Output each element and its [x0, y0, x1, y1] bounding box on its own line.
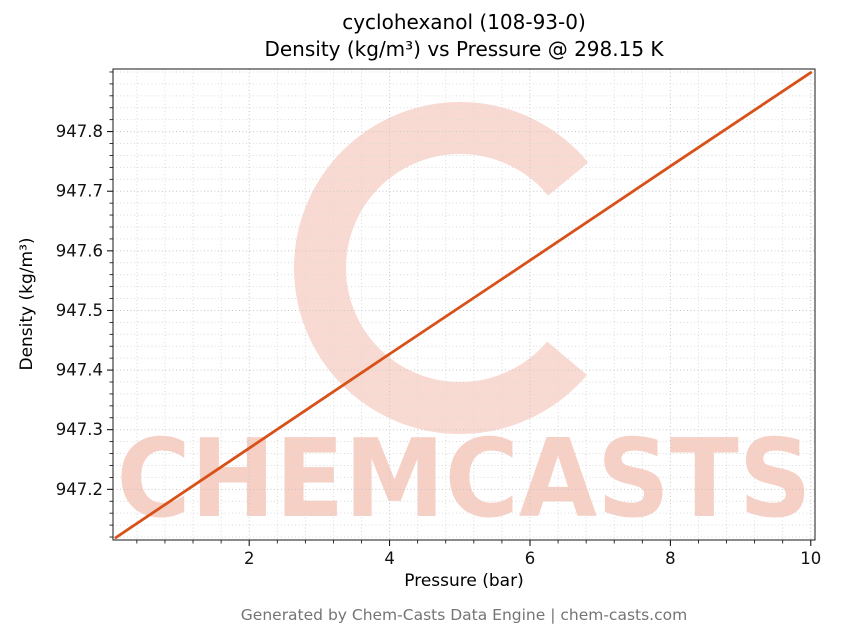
- data-line: [114, 71, 813, 540]
- chart-title-series: Density (kg/m³) vs Pressure @ 298.15 K: [264, 37, 664, 61]
- chart-title-compound: cyclohexanol (108-93-0): [342, 10, 586, 34]
- x-tick-label: 10: [800, 549, 821, 568]
- x-tick-label: 2: [244, 549, 255, 568]
- watermark: CHEMCASTS: [117, 102, 812, 542]
- watermark-logo-icon: [294, 102, 626, 434]
- y-tick-label: 947.5: [56, 301, 103, 320]
- x-axis-label: Pressure (bar): [404, 571, 524, 591]
- y-tick-label: 947.4: [56, 361, 103, 380]
- footer-credit: Generated by Chem-Casts Data Engine | ch…: [240, 606, 688, 624]
- y-tick-label: 947.6: [56, 241, 103, 260]
- y-axis-label: Density (kg/m³): [17, 237, 37, 371]
- watermark-text: CHEMCASTS: [117, 417, 812, 542]
- plot-border: [112, 68, 816, 541]
- y-tick-label: 947.7: [56, 182, 103, 201]
- x-tick-label: 8: [665, 549, 676, 568]
- x-tick-label: 4: [384, 549, 395, 568]
- chart-title: cyclohexanol (108-93-0) Density (kg/m³) …: [113, 9, 815, 63]
- y-tick-label: 947.2: [56, 480, 103, 499]
- grid: [113, 69, 815, 540]
- axes: 2 4 6 8 10 947.2 947.3 947.4 947.5 947.6 947.7 947.…: [56, 71, 821, 568]
- y-tick-label: 947.3: [56, 420, 103, 439]
- x-tick-label: 6: [525, 549, 536, 568]
- y-tick-label: 947.8: [56, 122, 103, 141]
